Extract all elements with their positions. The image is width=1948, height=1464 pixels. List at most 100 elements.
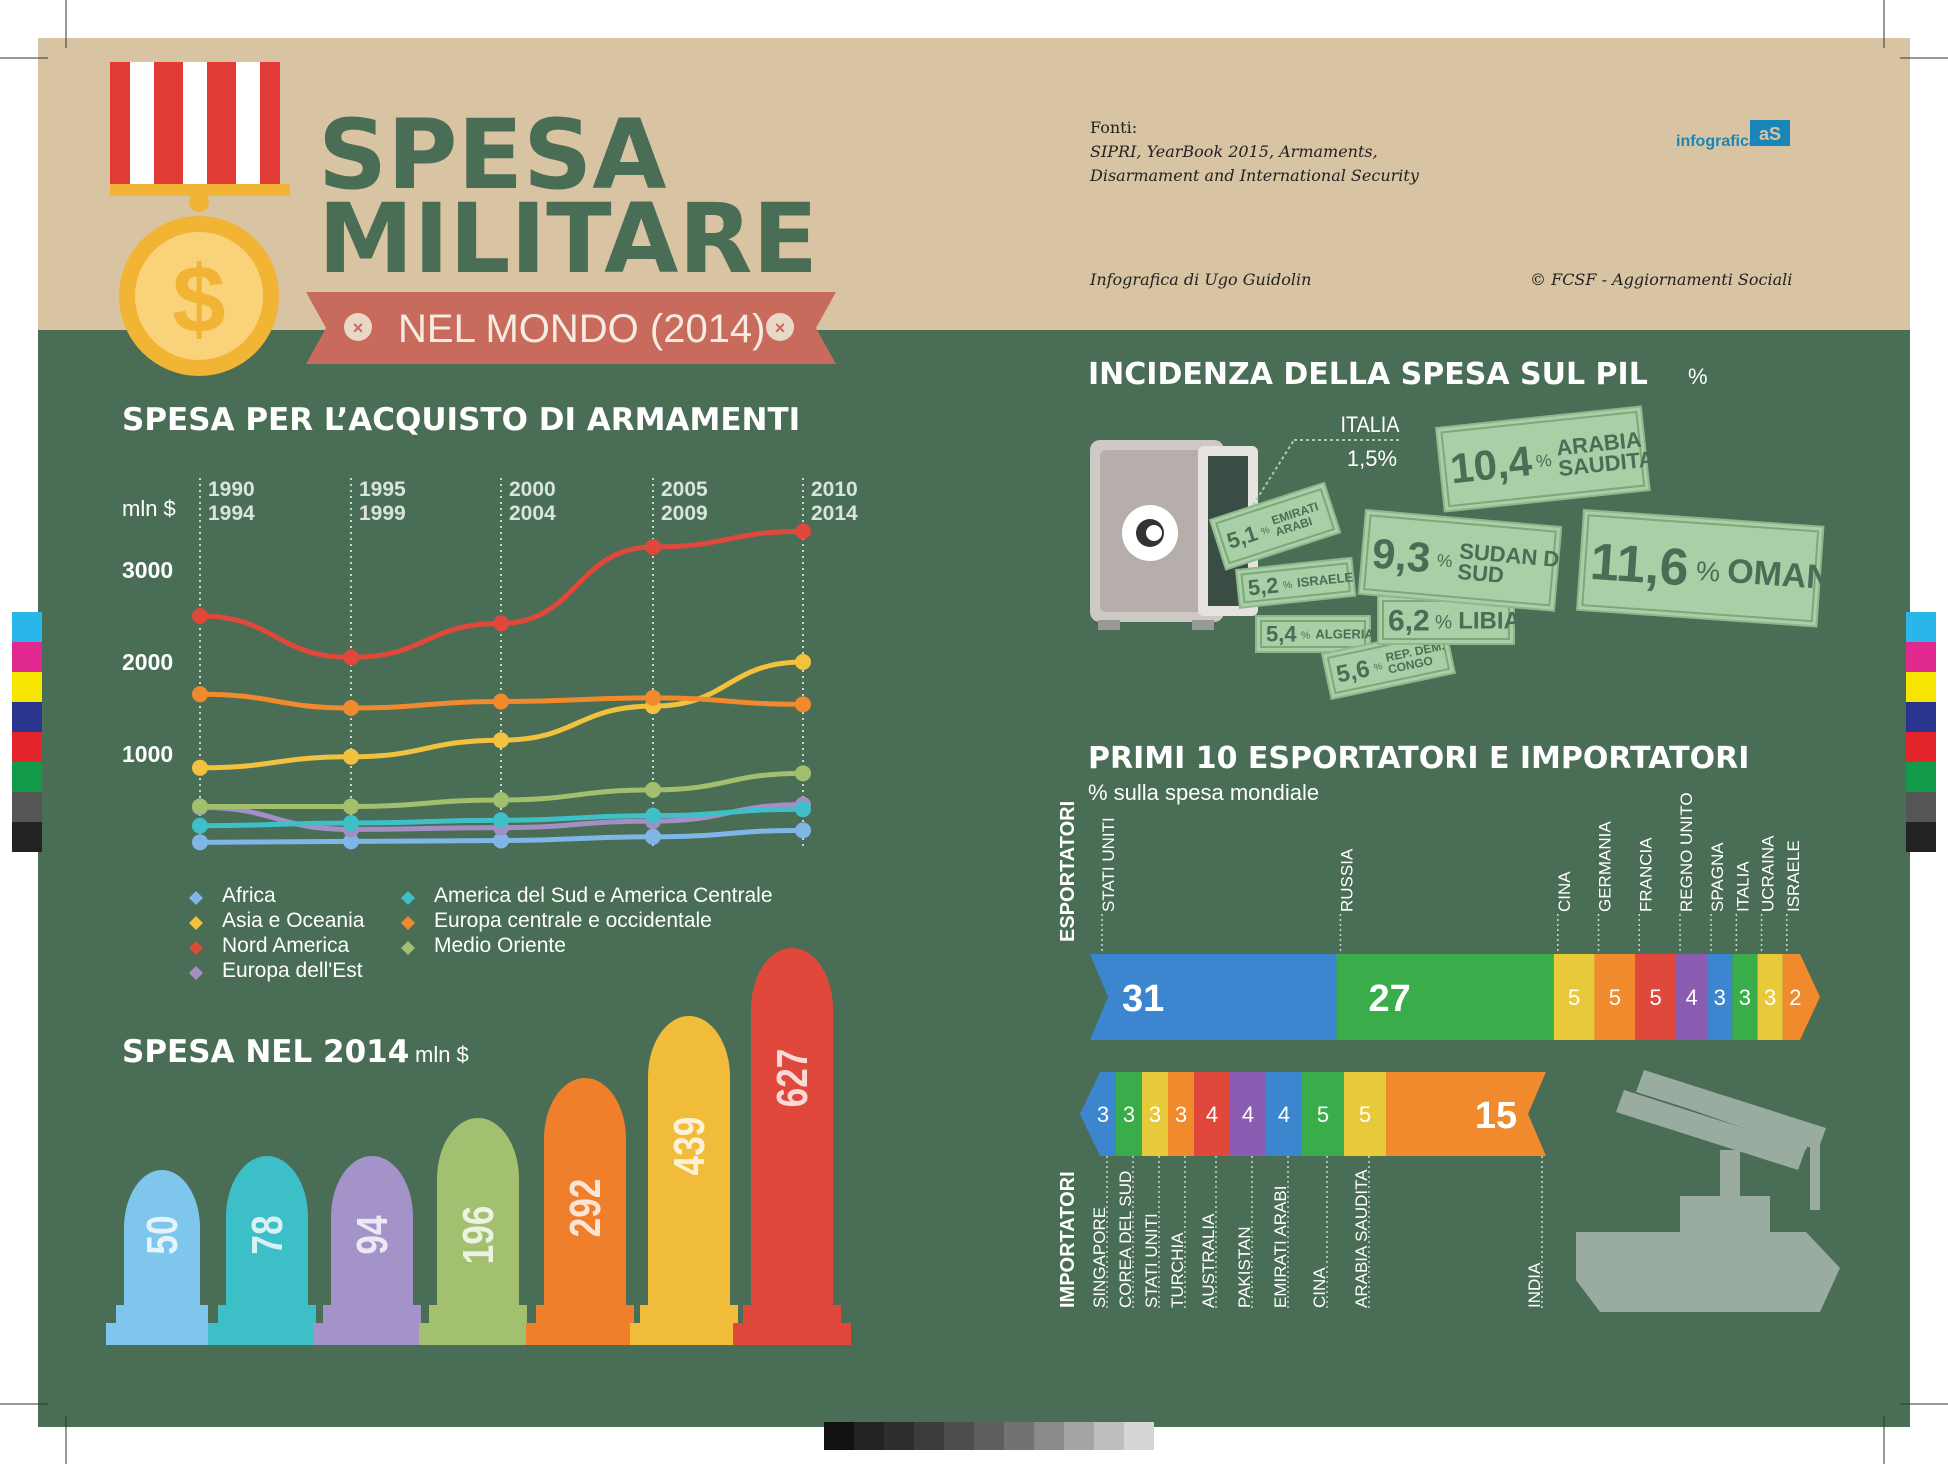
color-bar-right [1906,612,1936,852]
exporter-segment: 4 REGNO UNITO [1676,792,1708,1040]
exporter-country: ITALIA [1733,861,1752,912]
line-chart-ylabel: mln $ [122,496,176,521]
brand-logo: infografica [1676,133,1758,150]
pil-country: ALGERIA [1315,627,1374,642]
importer-country: STATI UNITI [1142,1213,1161,1308]
legend-label: Asia e Oceania [222,909,365,932]
line-chart-y-labels: 1000 2000 3000 [122,557,173,767]
exporter-country: FRANCIA [1636,837,1655,912]
importer-segment: 5 CINA [1302,1072,1344,1310]
color-bar-left [12,612,42,852]
pil-value: 6,2 [1388,605,1430,638]
importer-country: INDIA [1525,1262,1544,1308]
pil-value: 5,4 [1266,622,1297,647]
exporter-segment: 2 ISRAELE [1782,840,1820,1040]
exporter-segment: 3 UCRAINA [1757,835,1783,1040]
svg-text:×: × [353,318,364,338]
x-tick-label: 2005 [661,478,708,501]
exporter-segment: 31 STATI UNITI [1090,817,1337,1040]
line-chart-series [192,523,811,851]
bullet-bar: 50 [106,1170,218,1345]
data-point [645,828,661,845]
svg-text:%: % [1535,450,1553,472]
bars-unit: mln $ [415,1042,469,1067]
importer-value: 15 [1475,1095,1517,1137]
pil-value: 10,4 [1448,437,1535,492]
legend-label: Africa [222,884,276,907]
x-tick-label: 2010 [811,478,858,501]
data-point [343,815,359,831]
sources-label: Fonti: [1090,118,1137,137]
pil-banknote: 5,2% ISRAELE [1234,556,1357,609]
svg-text:%: % [1695,555,1721,588]
tan-header-band [38,38,1910,330]
bullet-bar: 439 [630,1016,748,1345]
exporter-segment: 5 FRANCIA [1635,837,1677,1040]
exporter-country: GERMANIA [1596,821,1615,912]
medal-icon: $ [110,62,290,376]
subtitle-text: NEL MONDO (2014) [398,307,766,351]
italia-label: ITALIA [1341,413,1400,437]
data-point [493,792,509,808]
data-point [795,765,811,782]
exporter-segment: 3 SPAGNA [1707,842,1733,1040]
exporter-country: UCRAINA [1759,835,1778,912]
exporter-country: ISRAELE [1784,840,1803,912]
bar-value-label: 196 [454,1206,503,1265]
legend-marker [189,891,203,905]
data-point [645,781,661,798]
data-point [192,798,208,815]
importer-segment: 4 EMIRATI ARABI [1266,1072,1302,1310]
svg-text:%: % [1282,580,1292,592]
data-point [343,833,359,850]
pil-country: ISRAELE [1296,569,1354,590]
bar-value-label: 94 [348,1215,397,1254]
y-tick-label: 3000 [122,557,173,583]
importers-bar: 3 SINGAPORE 3 COREA DEL SUD 3 STATI UNITI 3 TUR… [1080,1072,1546,1310]
legend-marker [189,916,203,930]
exporter-value: 27 [1368,978,1410,1020]
data-point [192,834,208,851]
importer-value: 3 [1097,1102,1109,1127]
legend-marker [401,916,415,930]
exporters-bar: 31 STATI UNITI 27 RUSSIA 5 CINA 5 GERMANIA 5 FRAN… [1090,792,1820,1040]
sources-line-1: SIPRI, YearBook 2015, Armaments, [1090,142,1378,161]
data-point [493,832,509,849]
pil-country: LIBIA [1458,607,1521,634]
legend-label: Nord America [222,934,350,957]
exporter-country: CINA [1555,871,1574,912]
data-point [493,732,509,749]
x-tick-label: 2009 [661,502,708,525]
data-point [493,812,509,829]
importers-label: IMPORTATORI [1057,1171,1079,1308]
data-point [795,822,811,839]
exporter-country: SPAGNA [1708,842,1727,912]
pil-banknote: 11,6% OMAN [1575,508,1832,628]
data-point [192,686,208,703]
importer-segment: 4 AUSTRALIA [1194,1072,1230,1310]
importer-country: PAKISTAN [1235,1226,1254,1308]
importer-value: 3 [1123,1102,1135,1127]
importer-segment: 3 SINGAPORE [1080,1072,1116,1310]
exporter-value: 4 [1685,985,1697,1010]
data-point [645,539,661,555]
importer-value: 4 [1278,1102,1290,1127]
bar-value-label: 439 [665,1117,714,1176]
exporter-country: RUSSIA [1337,848,1356,912]
italia-value: 1,5% [1347,446,1397,471]
data-point [343,798,359,815]
trade-subtitle: % sulla spesa mondiale [1088,780,1319,805]
exporter-country: STATI UNITI [1099,817,1118,912]
author-credit: Infografica di Ugo Guidolin [1089,270,1311,289]
data-point [645,689,661,706]
importer-country: SINGAPORE [1090,1207,1109,1308]
legend-label: Europa centrale e occidentale [434,909,712,932]
legend-label: America del Sud e America Centrale [434,884,773,907]
importer-value: 5 [1317,1102,1329,1127]
svg-text:%: % [1301,631,1310,642]
